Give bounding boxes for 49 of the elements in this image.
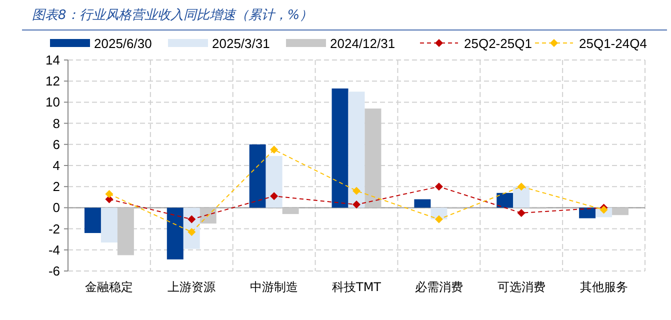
y-tick-label: 8 <box>52 116 60 131</box>
bar <box>249 144 266 208</box>
point <box>352 200 360 209</box>
x-tick-label: 科技TMT <box>332 280 382 294</box>
point <box>270 192 278 200</box>
y-tick-label: 14 <box>46 52 60 68</box>
bar <box>348 92 365 208</box>
bar <box>84 208 101 234</box>
point <box>188 228 196 236</box>
y-tick-label: -6 <box>48 264 60 278</box>
y-tick-label: 12 <box>46 74 60 89</box>
bar <box>496 192 514 208</box>
bar <box>282 208 299 214</box>
bar <box>200 208 216 224</box>
point <box>352 186 360 195</box>
bar <box>332 88 348 208</box>
point <box>434 215 443 224</box>
x-tick-label: 其他服务 <box>580 280 628 294</box>
legend-label: 25Q2-25Q1 <box>464 36 532 51</box>
y-tick-label: 6 <box>52 136 60 152</box>
x-tick-label: 金融稳定 <box>85 280 134 294</box>
x-tick-label: 中游制造 <box>250 280 298 294</box>
bar <box>579 208 596 218</box>
point <box>434 182 443 191</box>
point <box>517 208 526 217</box>
bar <box>266 156 282 208</box>
bar <box>100 208 118 243</box>
y-tick-label: 10 <box>46 94 60 110</box>
x-tick-label: 上游资源 <box>168 280 216 294</box>
y-tick-label: 2 <box>52 179 60 194</box>
bar <box>612 208 629 216</box>
y-tick-label: 0 <box>52 200 60 216</box>
point <box>188 215 196 224</box>
legend-label: 25Q1-24Q4 <box>579 36 647 51</box>
point <box>270 146 278 154</box>
legend-label: 2024/12/31 <box>330 36 396 51</box>
y-tick-label: 4 <box>52 158 60 173</box>
y-tick-label: -2 <box>48 221 60 236</box>
point <box>517 182 526 191</box>
legend-label: 2025/6/30 <box>94 36 152 51</box>
point <box>105 190 114 198</box>
legend-label: 2025/3/31 <box>212 36 270 51</box>
bar <box>513 186 530 208</box>
bar <box>414 199 431 208</box>
bar <box>166 208 184 260</box>
x-tick-label: 必需消费 <box>414 280 463 294</box>
y-tick-label: -4 <box>48 242 60 258</box>
chart-title: 图表8：行业风格营业收入同比增速（累计，%） <box>32 8 313 23</box>
x-tick-label: 可选消费 <box>497 280 546 294</box>
